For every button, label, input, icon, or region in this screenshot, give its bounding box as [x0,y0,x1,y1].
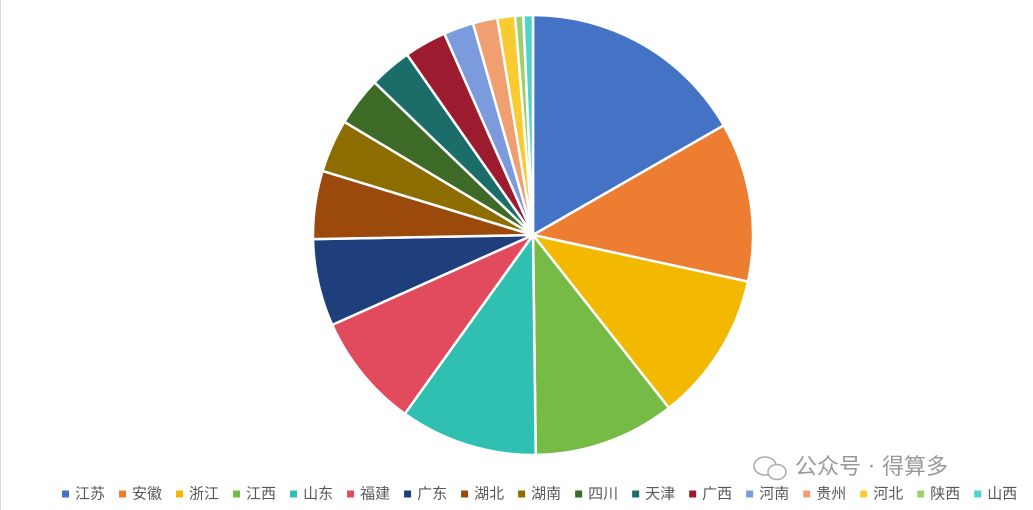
legend-label: 广东 [417,485,447,503]
watermark: 公众号 · 得算多 [795,455,948,480]
legend-marker [461,490,469,498]
legend-marker [404,490,412,498]
legend-marker [917,490,925,498]
legend-label: 广西 [702,485,732,503]
legend-label: 河南 [759,485,789,503]
legend-label: 江西 [246,485,276,503]
pie-slice [403,231,538,457]
legend-marker [803,490,811,498]
legend-label: 陕西 [930,485,960,503]
watermark-icon [753,456,787,481]
legend-marker [518,490,526,498]
pie-slice [529,233,750,410]
legend-marker [290,490,298,498]
pie-slice [531,13,726,238]
legend-label: 河北 [873,485,903,503]
legend-marker [119,490,127,498]
legend-label: 山西 [987,485,1017,503]
legend-label: 天津 [645,485,675,503]
legend-marker [233,490,241,498]
legend-label: 湖南 [531,485,561,503]
pie-slice [522,13,535,236]
pie-slice [330,231,537,416]
legend-label: 江苏 [75,485,105,503]
pie-slice [529,123,755,284]
legend-marker [176,490,184,498]
legend-label: 福建 [360,485,390,503]
legend-marker [62,490,69,498]
legend-marker [632,490,640,498]
legend-marker [746,490,754,498]
legend-label: 四川 [588,485,618,503]
legend-marker [974,490,982,498]
legend-marker [860,490,868,498]
legend-marker [689,490,697,498]
legend-label: 湖北 [474,485,504,503]
pie-slice [531,231,671,457]
legend-label: 贵州 [816,485,846,503]
legend-marker [575,490,583,498]
legend-label: 浙江 [189,485,219,503]
legend-label: 山东 [303,485,333,503]
legend-marker [347,490,355,498]
legend-label: 安徽 [132,485,162,503]
